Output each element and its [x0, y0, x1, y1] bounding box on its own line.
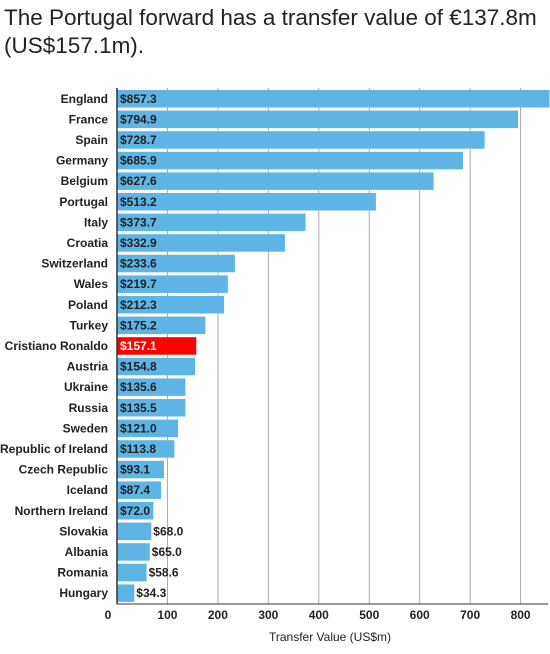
- value-label: $121.0: [120, 421, 157, 435]
- value-label: $794.9: [120, 112, 157, 126]
- value-label: $219.7: [120, 277, 157, 291]
- bar: [117, 213, 306, 232]
- bar: [117, 193, 376, 211]
- bar: [117, 275, 228, 293]
- category-label: Switzerland: [41, 257, 108, 271]
- category-label: England: [61, 92, 108, 106]
- value-label: $212.3: [120, 298, 157, 312]
- value-label: $87.4: [120, 483, 150, 497]
- category-label: Republic of Ireland: [0, 442, 108, 456]
- value-label: $58.6: [149, 566, 179, 580]
- bar: [117, 316, 206, 335]
- category-label: Spain: [75, 133, 108, 147]
- value-label: $135.5: [120, 401, 157, 415]
- category-label: Ukraine: [64, 380, 108, 394]
- category-label: Sweden: [63, 421, 108, 435]
- bar: [117, 357, 196, 376]
- value-label: $68.0: [153, 524, 183, 538]
- bar: [117, 172, 434, 190]
- category-label: Poland: [68, 298, 108, 312]
- value-label: $154.8: [120, 360, 157, 374]
- value-label: $157.1: [120, 339, 157, 353]
- bars: [117, 90, 550, 602]
- category-label: Albania: [65, 545, 109, 559]
- bar: [117, 254, 235, 273]
- value-label: $233.6: [120, 257, 157, 271]
- bar: [117, 460, 164, 479]
- axes: [116, 88, 548, 605]
- x-tick-label: 700: [460, 608, 480, 622]
- category-label: Turkey: [70, 318, 109, 332]
- category-label: Cristiano Ronaldo: [5, 339, 108, 353]
- category-label: Russia: [69, 401, 109, 415]
- bar: [117, 234, 285, 252]
- x-tick-label: 0: [105, 608, 112, 622]
- x-tick-label: 600: [410, 608, 430, 622]
- category-label: Romania: [57, 566, 108, 580]
- bar: [117, 502, 154, 520]
- bar: [117, 296, 225, 314]
- bar: [117, 522, 152, 541]
- bar: [117, 131, 485, 149]
- value-label: $728.7: [120, 133, 157, 147]
- x-tick-label: 300: [258, 608, 278, 622]
- category-label: Northern Ireland: [15, 504, 108, 518]
- value-label: $513.2: [120, 195, 157, 209]
- category-label: Wales: [74, 277, 109, 291]
- chart-title: The Portugal forward has a transfer valu…: [4, 5, 537, 58]
- category-label: Hungary: [59, 586, 108, 600]
- value-label: $685.9: [120, 154, 157, 168]
- value-label: $373.7: [120, 215, 157, 229]
- value-label: $34.3: [136, 586, 166, 600]
- category-label: Croatia: [67, 236, 109, 250]
- bar: [117, 563, 147, 582]
- x-tick-label: 800: [511, 608, 531, 622]
- bar: [117, 378, 186, 396]
- category-label: Czech Republic: [19, 463, 109, 477]
- category-label: Slovakia: [59, 524, 108, 538]
- value-label: $72.0: [120, 504, 150, 518]
- value-label: $857.3: [120, 92, 157, 106]
- x-tick-label: 100: [157, 608, 177, 622]
- category-label: France: [69, 112, 109, 126]
- bar: [117, 110, 519, 129]
- value-label: $65.0: [152, 545, 182, 559]
- value-label: $113.8: [120, 442, 156, 456]
- bar: [117, 337, 197, 355]
- category-label: Germany: [56, 154, 108, 168]
- bar: [117, 151, 464, 170]
- value-label: $93.1: [120, 463, 150, 477]
- bar: [117, 440, 175, 458]
- value-label: $627.6: [120, 174, 157, 188]
- bar: [117, 481, 162, 499]
- bar: [117, 543, 150, 561]
- category-label: Italy: [84, 215, 108, 229]
- x-tick-label: 500: [359, 608, 379, 622]
- bar: [117, 399, 186, 417]
- x-tick-label: 200: [208, 608, 228, 622]
- x-tick-label: 400: [309, 608, 329, 622]
- value-label: $135.6: [120, 380, 157, 394]
- value-label: $332.9: [120, 236, 157, 250]
- category-label: Austria: [67, 360, 109, 374]
- category-label: Portugal: [59, 195, 108, 209]
- value-label: $175.2: [120, 318, 157, 332]
- labels: England $857.3 France $794.9 Spain $728.7 Germ…: [0, 92, 531, 644]
- bar: [117, 90, 550, 108]
- bar: [117, 584, 135, 602]
- bar: [117, 419, 179, 438]
- category-label: Iceland: [67, 483, 108, 497]
- category-label: Belgium: [61, 174, 108, 188]
- x-axis-label: Transfer Value (US$m): [269, 630, 391, 644]
